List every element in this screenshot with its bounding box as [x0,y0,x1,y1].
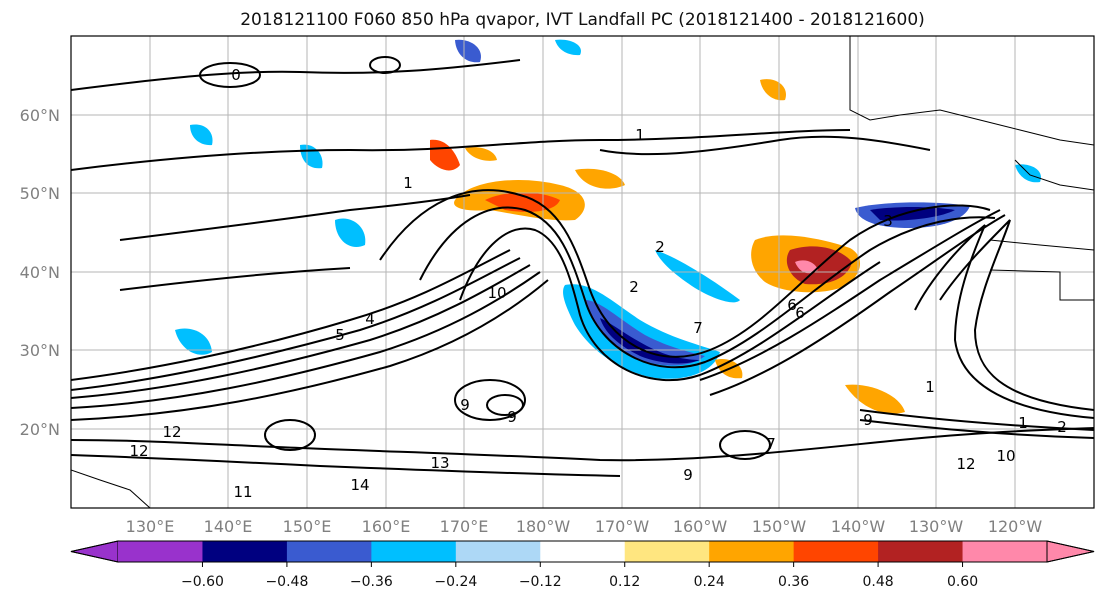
colorbar-swatch [286,541,372,562]
lat-label-60: 60°N [20,106,60,125]
lon-label-170e: 170°E [440,517,489,536]
contour-label: 6 [787,296,797,314]
colorbar-extend-high [1046,540,1095,563]
map-title: 2018121100 F060 850 hPa qvapor, IVT Land… [240,10,925,30]
lat-label-20: 20°N [20,420,60,439]
colorbar-label: 0.60 [947,574,978,590]
lat-label-30: 30°N [20,341,60,360]
lat-label-50: 50°N [20,184,60,203]
colorbar-label: 0.24 [694,574,725,590]
latitude-labels: 60°N 50°N 40°N 30°N 20°N [20,106,60,439]
contour-label: 2 [629,278,639,296]
ivt-contours [71,56,1094,477]
colorbar-swatch [878,541,964,562]
colorbar-label: 0.48 [863,574,894,590]
lon-label-140w: 140°W [831,517,886,536]
contour-label: 2 [1057,418,1067,436]
map-panel [71,36,1094,508]
contour-label: 5 [335,326,345,344]
contour-label: 11 [233,483,252,501]
colorbar-swatch [455,541,541,562]
colorbar-label: 0.36 [778,574,809,590]
contour-label: 2 [655,238,665,256]
colorbar-swatch [624,541,710,562]
lon-label-130w: 130°W [909,517,964,536]
lon-label-140e: 140°E [204,517,253,536]
contour-label: 0 [231,66,241,84]
contour-label: 3 [883,212,893,230]
colorbar-swatch [793,541,879,562]
contour-label: 9 [863,411,873,429]
contour-label: 9 [507,408,517,426]
colorbar-label: −0.48 [265,574,308,590]
lon-label-160e: 160°E [362,517,411,536]
colorbar-swatch [118,541,203,562]
contour-label: 12 [129,442,148,460]
lat-label-40: 40°N [20,263,60,282]
contour-label: 6 [795,304,805,322]
colorbar-swatch [202,541,288,562]
longitude-labels: 130°E 140°E 150°E 160°E 170°E 180°W 170°… [126,517,1043,536]
colorbar-label: −0.36 [350,574,393,590]
lon-label-150w: 150°W [752,517,807,536]
colorbar-swatch [709,541,795,562]
contour-label: 1 [1018,414,1028,432]
lon-label-130e: 130°E [126,517,175,536]
colorbar-label: 0.12 [609,574,640,590]
contour-label: 7 [766,435,776,453]
lon-label-160w: 160°W [673,517,728,536]
contour-label: 12 [956,455,975,473]
colorbar-label: −0.24 [434,574,477,590]
contour-label: 10 [996,447,1015,465]
contour-label: 10 [487,284,506,302]
colorbar-label: −0.12 [519,574,562,590]
contour-label: 1 [635,126,645,144]
colorbar-border [70,540,1095,563]
lon-label-120w: 120°W [988,517,1043,536]
graticule [71,36,1094,508]
colorbar-extend-low [70,540,119,563]
contour-label: 1 [403,174,413,192]
contour-label: 7 [693,319,703,337]
colorbar-swatch [371,541,457,562]
contour-label: 1 [925,378,935,396]
lon-label-170w: 170°W [595,517,650,536]
contour-label: 13 [430,454,449,472]
contour-label: 4 [365,310,375,328]
lon-label-150e: 150°E [283,517,332,536]
colorbar-label: −0.60 [181,574,224,590]
coastlines [71,36,1094,508]
lon-label-180w: 180°W [516,517,571,536]
contour-label: 14 [350,476,369,494]
colorbar-swatch [540,541,626,562]
colorbar-swatch [962,541,1048,562]
contour-label: 9 [683,466,693,484]
colorbar: −0.60 −0.48 −0.36 −0.24 −0.12 0.12 0.24 0.36 0.4… [70,540,1095,590]
map-border [70,35,1095,509]
contour-label: 9 [460,396,470,414]
contour-label: 12 [162,423,181,441]
